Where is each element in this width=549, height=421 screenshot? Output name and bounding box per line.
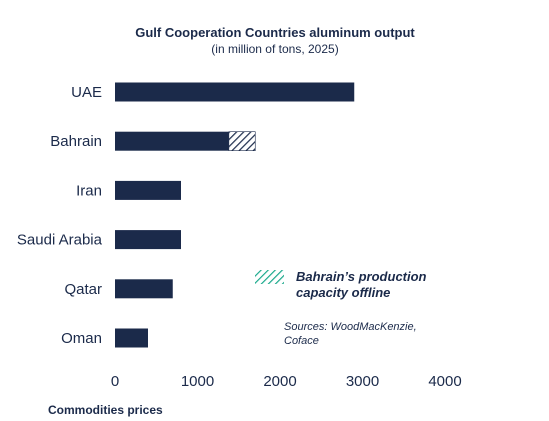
x-tick-3000: 3000: [346, 373, 379, 390]
source-note: Sources: WoodMacKenzie, Coface: [284, 321, 417, 347]
x-tick-4000: 4000: [428, 373, 461, 390]
bar-uae: [115, 82, 355, 102]
legend-label-line2: capacity offline: [296, 285, 390, 300]
chart-subtitle: (in million of tons, 2025): [211, 42, 338, 56]
bar-iran: [115, 180, 181, 200]
x-tick-0: 0: [111, 373, 119, 390]
bar-oman: [115, 328, 148, 348]
category-label-qatar: Qatar: [64, 281, 102, 298]
category-label-oman: Oman: [61, 330, 102, 347]
legend-swatch-offline: [255, 270, 284, 284]
category-label-iran: Iran: [76, 182, 102, 199]
bar-bahrain: [115, 131, 229, 151]
category-label-uae: UAE: [71, 84, 102, 101]
category-labels: UAE Bahrain Iran Saudi Arabia Qatar Oman: [17, 84, 103, 347]
chart-title: Gulf Cooperation Countries aluminum outp…: [135, 25, 415, 40]
source-line2: Coface: [284, 335, 319, 347]
bar-saudi-arabia: [115, 230, 181, 250]
bars-group: [115, 82, 355, 348]
category-label-bahrain: Bahrain: [50, 133, 102, 150]
category-label-saudi-arabia: Saudi Arabia: [17, 232, 103, 249]
bar-offline-bahrain: [228, 131, 256, 151]
footer-label: Commodities prices: [48, 403, 163, 417]
x-tick-1000: 1000: [181, 373, 214, 390]
legend-label-line1: Bahrain’s production: [296, 269, 427, 284]
source-line1: Sources: WoodMacKenzie,: [284, 321, 417, 333]
x-tick-labels: 0 1000 2000 3000 4000: [111, 373, 462, 390]
legend: Bahrain’s production capacity offline: [255, 269, 427, 300]
x-tick-2000: 2000: [263, 373, 296, 390]
bar-qatar: [115, 279, 173, 299]
